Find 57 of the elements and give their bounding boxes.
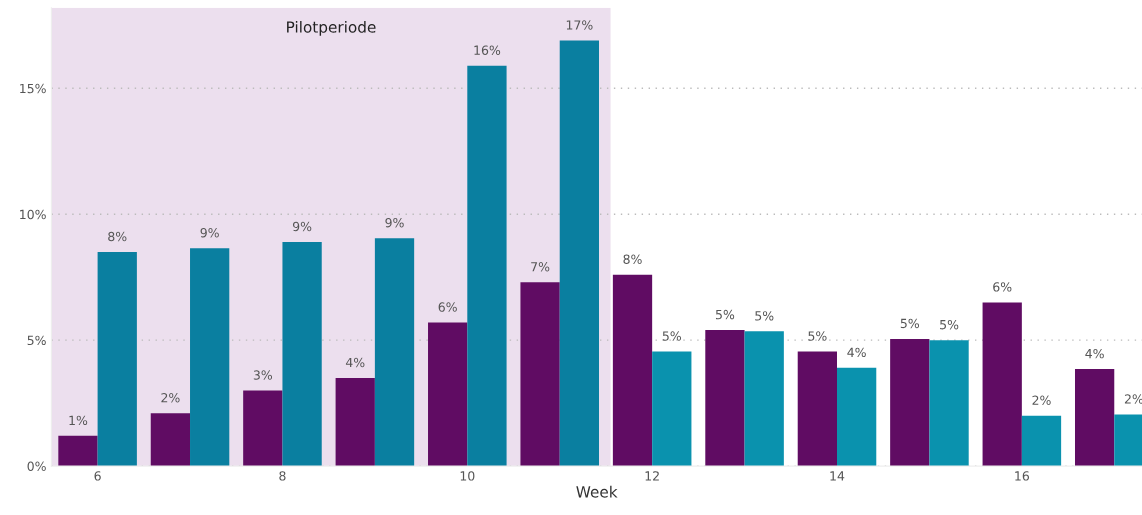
- y-tick-label: 15%: [20, 83, 46, 94]
- x-tick-label: 12: [645, 471, 659, 481]
- data-label: 4%: [1085, 348, 1104, 359]
- y-tick-label: 0%: [27, 461, 46, 471]
- data-label: 9%: [292, 221, 312, 232]
- data-label: 4%: [345, 357, 365, 368]
- data-label: 9%: [385, 217, 404, 228]
- bar: [982, 302, 1022, 467]
- data-label: 3%: [253, 370, 273, 380]
- data-label: 17%: [566, 20, 593, 30]
- data-label: 1%: [69, 415, 88, 426]
- bar: [652, 351, 692, 467]
- data-label: 7%: [531, 262, 550, 272]
- data-label: 2%: [161, 392, 180, 403]
- data-label: 5%: [715, 309, 735, 320]
- x-tick-label: 8: [279, 471, 286, 481]
- data-label: 9%: [200, 228, 219, 238]
- data-label: 5%: [662, 331, 682, 341]
- bar: [837, 367, 877, 467]
- x-axis-title: Week: [576, 485, 618, 498]
- data-label: 5%: [900, 318, 920, 329]
- data-label: 8%: [623, 254, 642, 264]
- data-label: 6%: [993, 282, 1012, 292]
- data-label: 8%: [108, 231, 127, 242]
- bar: [97, 252, 137, 467]
- bar: [335, 377, 375, 467]
- bar: [612, 274, 653, 467]
- x-tick-label: 10: [460, 471, 475, 481]
- bar: [1021, 415, 1062, 467]
- bar: [374, 238, 415, 467]
- band-label: Pilotperiode: [287, 20, 376, 36]
- bar: [559, 40, 600, 467]
- bar: [150, 413, 191, 467]
- x-tick-label: 14: [830, 471, 845, 481]
- y-tick-label: 5%: [27, 335, 46, 346]
- bar: [428, 322, 468, 467]
- y-tick-label: 10%: [20, 209, 46, 220]
- bar: [705, 330, 745, 467]
- bar: [58, 435, 98, 467]
- bar: [744, 331, 784, 467]
- bar: [929, 340, 969, 467]
- data-label: 6%: [438, 302, 457, 312]
- data-label: 16%: [474, 45, 501, 55]
- bar: [282, 241, 322, 467]
- x-tick-label: 6: [94, 471, 101, 481]
- bar: [467, 65, 507, 467]
- data-label: 4%: [847, 347, 866, 358]
- data-label: 5%: [940, 319, 959, 330]
- bar: [797, 351, 837, 467]
- x-tick-label: 16: [1015, 471, 1030, 481]
- bar: [243, 390, 283, 467]
- bar: [520, 282, 560, 467]
- data-label: 5%: [755, 311, 774, 321]
- bar: [190, 248, 230, 467]
- bar: [890, 338, 930, 467]
- data-label: 2%: [1032, 395, 1051, 405]
- data-label: 5%: [808, 331, 827, 341]
